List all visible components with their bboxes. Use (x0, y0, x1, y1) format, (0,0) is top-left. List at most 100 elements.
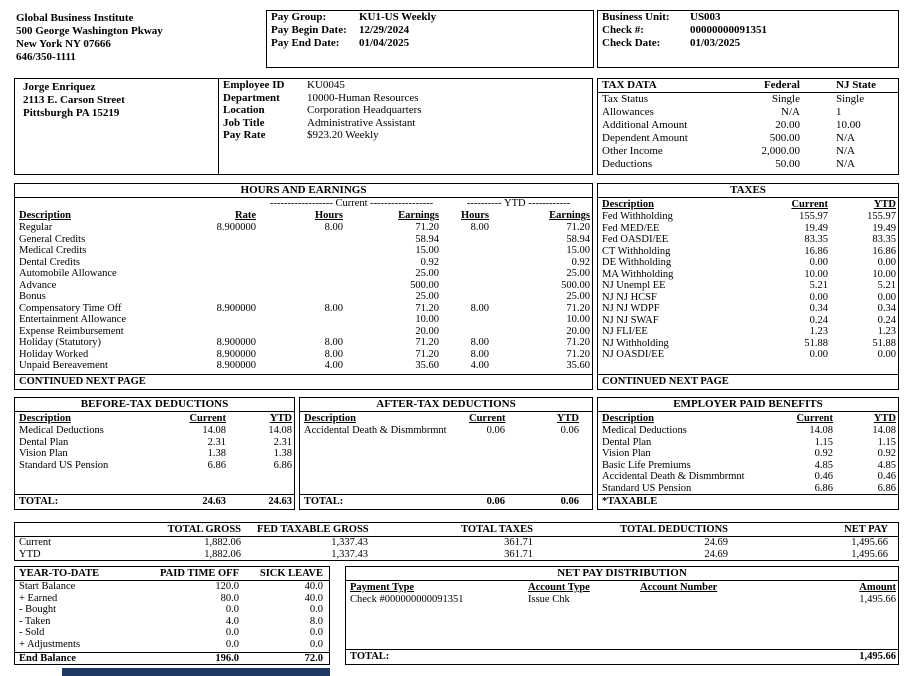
tax-description: MA Withholding (602, 268, 674, 280)
earnings-row: Automobile Allowance 25.00 25.00 (15, 268, 592, 280)
summary-col-total-gross: TOTAL GROSS (141, 523, 253, 537)
earnings-current-amount: 500.00 (410, 279, 440, 291)
deduction-description: Accidental Death & Dismmbrmnt (304, 425, 447, 436)
check-info-table: Business Unit: US003 Check #: 0000000009… (598, 11, 898, 50)
employee-detail-value: $923.20 Weekly (307, 129, 379, 141)
earnings-description: Dental Credits (19, 256, 80, 268)
earnings-current-amount: 10.00 (415, 314, 440, 325)
tax-row: NJ FLI/EE 1.23 1.23 (598, 326, 898, 338)
earnings-ytd-amount: 25.00 (566, 291, 591, 302)
earnings-current-amount: 15.00 (415, 245, 440, 256)
benefit-description: Accidental Death & Dismmbrmnt (602, 471, 745, 482)
deduction-description: Standard US Pension (19, 459, 109, 471)
summary-net-pay: 1,495.66 (851, 537, 888, 548)
tax-ytd: 19.49 (872, 222, 896, 234)
earnings-current-amount: 71.20 (415, 302, 440, 314)
benefit-description: Standard US Pension (602, 482, 692, 494)
earnings-current-amount: 58.94 (415, 233, 440, 245)
earnings-ytd-amount: 15.00 (566, 245, 591, 256)
benefits-col-ytd: YTD (873, 413, 896, 424)
before-tax-col-description: Description (19, 413, 71, 424)
earnings-current-amount: 71.20 (415, 337, 440, 348)
net-pay-total-label: TOTAL: (350, 651, 390, 662)
tax-data-table: TAX DATA Federal NJ State Tax Status Sin… (598, 79, 898, 171)
earnings-ytd-amount: 10.00 (566, 314, 591, 325)
tax-current: 0.00 (809, 257, 828, 268)
earnings-description: Holiday Worked (19, 348, 89, 360)
tax-data-col-federal: Federal (738, 79, 804, 93)
summary-total-gross: 1,882.06 (204, 549, 241, 560)
after-tax-total-current: 0.06 (486, 496, 505, 507)
tax-description: Fed MED/EE (602, 222, 660, 234)
earnings-row: Regular 8.900000 8.00 71.20 8.00 71.20 (15, 222, 592, 234)
tax-data-row: Additional Amount 20.00 10.00 (598, 119, 898, 132)
after-tax-title: AFTER-TAX DEDUCTIONS (300, 398, 592, 412)
tax-data-title: TAX DATA (598, 79, 738, 93)
tax-current: 19.49 (804, 222, 828, 234)
earnings-row: Bonus 25.00 25.00 (15, 291, 592, 303)
after-tax-total-ytd: 0.06 (560, 496, 579, 507)
earnings-ytd-hours (443, 257, 493, 269)
before-tax-total-row: TOTAL: 24.63 24.63 (15, 494, 294, 509)
tax-ytd: 51.88 (872, 337, 896, 349)
taxes-table: Description Current YTD Fed Withholding … (598, 198, 898, 361)
employer-benefits-title: EMPLOYER PAID BENEFITS (598, 398, 898, 412)
before-tax-total-current: 24.63 (202, 496, 226, 507)
earnings-description: Regular (19, 222, 53, 233)
leave-row: + Earned 80.0 40.0 (15, 593, 329, 605)
summary-row: YTD 1,882.06 1,337.43 361.71 24.69 1,495… (15, 549, 898, 560)
earnings-ytd-hours (443, 234, 493, 246)
leave-row: - Bought 0.0 0.0 (15, 604, 329, 616)
earnings-ytd-hours: 8.00 (470, 337, 490, 348)
check-info-value: 01/03/2025 (690, 37, 741, 49)
leave-pto-value: 120.0 (215, 581, 239, 592)
earnings-current-amount: 71.20 (415, 348, 440, 360)
tax-data-col-state: NJ State (804, 79, 898, 93)
benefit-description: Dental Plan (602, 436, 652, 448)
summary-header-row: TOTAL GROSS FED TAXABLE GROSS TOTAL TAXE… (15, 523, 898, 537)
employee-detail-value: KU0045 (307, 79, 345, 91)
tax-data-state-value: 1 (836, 106, 842, 118)
earnings-rate (205, 245, 260, 257)
after-tax-col-current: Current (469, 413, 506, 424)
hours-earnings-title: HOURS AND EARNINGS (15, 184, 592, 198)
earnings-current-hours (260, 268, 347, 280)
tax-data-state-value: N/A (836, 132, 855, 144)
summary-col-total-taxes: TOTAL TAXES (380, 523, 545, 537)
col-current-hours: Hours (314, 210, 343, 221)
benefit-ytd: 4.85 (877, 459, 896, 471)
earnings-row: General Credits 58.94 58.94 (15, 233, 592, 246)
employee-detail-label: Location (223, 104, 265, 116)
deduction-current: 14.08 (202, 425, 226, 436)
earnings-ytd-hours (443, 268, 493, 280)
earnings-ytd-amount: 58.94 (566, 233, 591, 245)
tax-row: NJ Withholding 51.88 51.88 (598, 337, 898, 350)
earnings-rate (205, 326, 260, 338)
taxes-col-current: Current (791, 199, 828, 210)
earnings-current-amount: 25.00 (415, 291, 440, 302)
earnings-current-hours (260, 245, 347, 257)
earnings-ytd-hours (443, 314, 493, 326)
deduction-current: 1.38 (207, 448, 226, 459)
check-info-row: Business Unit: US003 (598, 11, 898, 24)
pay-info-label: Pay End Date: (271, 37, 340, 49)
tax-description: NJ FLI/EE (602, 326, 648, 337)
check-info-box: Business Unit: US003 Check #: 0000000009… (597, 10, 899, 68)
benefit-current: 0.46 (814, 471, 833, 482)
taxes-header-row: Description Current YTD (598, 198, 898, 211)
account-type-value: Issue Chk (528, 594, 570, 605)
benefits-col-current: Current (796, 413, 833, 424)
earnings-ytd-hours (443, 326, 493, 338)
leave-header-row: YEAR-TO-DATE PAID TIME OFF SICK LEAVE (15, 567, 329, 581)
tax-row: Fed OASDI/EE 83.35 83.35 (598, 234, 898, 246)
leave-col-pto: PAID TIME OFF (145, 567, 247, 581)
tax-current: 0.34 (809, 303, 828, 314)
earnings-description: Advance (19, 279, 57, 291)
pay-summary-table: TOTAL GROSS FED TAXABLE GROSS TOTAL TAXE… (15, 523, 898, 560)
leave-row: + Adjustments 0.0 0.0 (15, 639, 329, 651)
pay-info-row: Pay Group: KU1-US Weekly (267, 11, 593, 24)
employee-name: Jorge Enriquez (23, 81, 96, 93)
leave-row-label: - Taken (19, 615, 51, 627)
leave-balance-table: YEAR-TO-DATE PAID TIME OFF SICK LEAVE St… (15, 567, 329, 651)
